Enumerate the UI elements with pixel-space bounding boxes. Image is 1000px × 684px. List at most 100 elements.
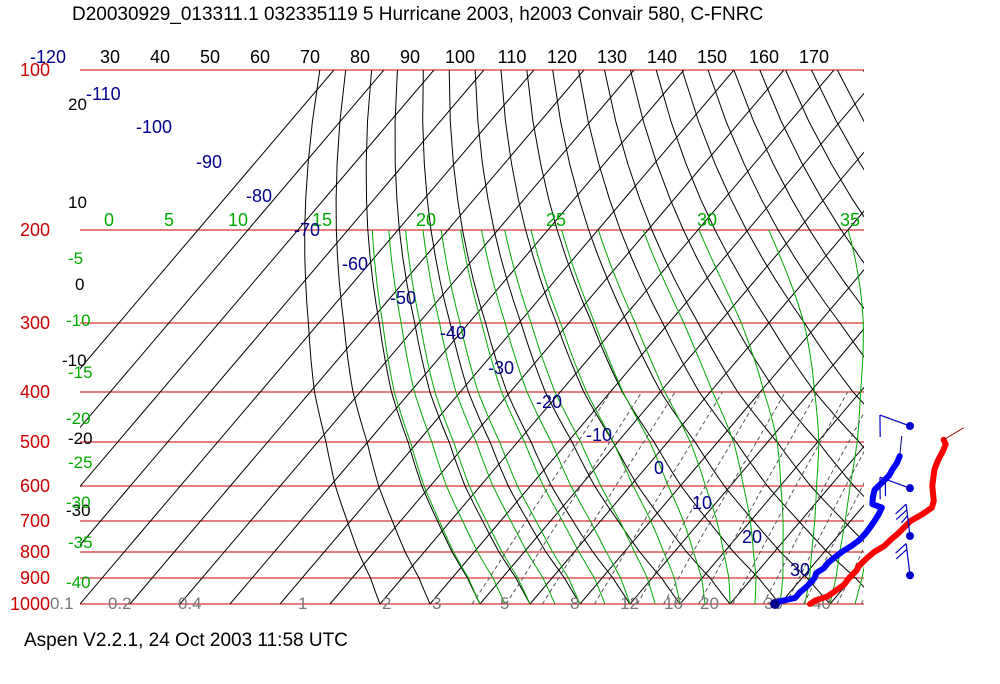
left-temp-label: -10 [62, 351, 87, 370]
top-temp-label: 130 [597, 47, 627, 67]
dry-adiabat-line [474, 70, 681, 604]
isotherm-line [779, 504, 864, 604]
mixing-ratio-line [663, 391, 786, 604]
wind-barb-shaft [879, 476, 911, 489]
pressure-label-800: 800 [20, 542, 50, 562]
moist-adiabat-line [388, 229, 506, 604]
top-temp-label: 170 [799, 47, 829, 67]
dry-adiabat-line [862, 70, 864, 73]
left-temp-label: 20 [68, 95, 87, 114]
isotherm-line [329, 70, 785, 604]
mixing-ratio-label: 5 [500, 594, 509, 613]
dry-adiabat-line [304, 70, 381, 604]
isotherm-line [80, 70, 435, 488]
mixing-ratio-line [732, 391, 849, 604]
wind-barb-shaft [879, 414, 911, 427]
left-green-label: -25 [68, 453, 93, 472]
theta-e-label: 15 [312, 210, 332, 230]
pressure-label-300: 300 [20, 313, 50, 333]
left-green-label: -30 [66, 493, 91, 512]
surface-marker [770, 599, 780, 609]
isotherm-line [279, 70, 735, 604]
dry-adiabat-line [422, 70, 581, 604]
dry-adiabat-line [500, 70, 731, 604]
dewpoint-top-tick [899, 436, 903, 457]
moist-adiabat-line [698, 229, 784, 604]
top-temp-label: 140 [647, 47, 677, 67]
theta-e-label: 25 [546, 210, 566, 230]
dry-adiabat-line [448, 70, 631, 604]
moist-adiabat-line [481, 229, 631, 604]
left-green-label: -40 [66, 573, 91, 592]
top-temp-label: -120 [30, 47, 66, 67]
diagonal-temp-label: -110 [86, 84, 121, 104]
isotherm-line [179, 70, 635, 604]
isotherm-line [729, 445, 864, 604]
diagonal-temp-label: -40 [440, 323, 466, 343]
isotherm-line [829, 563, 864, 604]
pressure-label-700: 700 [20, 511, 50, 531]
moist-adiabat-line [642, 229, 757, 604]
wind-barb-flag [895, 509, 908, 521]
dry-adiabat-line [552, 70, 831, 604]
moist-adiabat-line [530, 229, 681, 604]
top-temp-label: 70 [300, 47, 320, 67]
left-temp-label: -30 [66, 501, 91, 520]
pressure-label-100: 100 [20, 60, 50, 80]
top-temp-label: 150 [697, 47, 727, 67]
isotherm-line [980, 70, 1000, 604]
left-green-label: -20 [66, 409, 91, 428]
top-temp-label: 60 [250, 47, 270, 67]
diagonal-temp-label: -70 [294, 220, 320, 240]
wind-barbs [879, 414, 914, 580]
isotherm-line [930, 70, 1000, 604]
dry-adiabat-line [941, 70, 1000, 604]
moist-adiabat-line [880, 230, 978, 604]
mixing-ratio-line [698, 391, 818, 604]
mixing-ratio-line [593, 391, 723, 604]
moist-adiabat-line [405, 229, 531, 604]
left-green-label: -10 [66, 311, 91, 330]
wind-barb-flag [895, 543, 907, 554]
dry-adiabat-line [578, 70, 864, 588]
mixing-ratio-label: 16 [664, 594, 683, 613]
wind-barb-flag [895, 503, 907, 515]
moist-adiabat-line [440, 229, 581, 604]
temperature-labels: -120 30 40 50 60 70 80 90 100 110 120 130 140 150 160 1… [30, 47, 860, 613]
moist-adiabat-line [422, 229, 556, 604]
left-temp-label: -20 [68, 429, 93, 448]
grid-lines [80, 70, 1000, 604]
diagonal-temp-label: -60 [342, 254, 368, 274]
mixing-ratio-label: 1 [298, 594, 307, 613]
mixing-ratio-label: 0.1 [50, 594, 74, 613]
mixing-ratio-line [505, 391, 643, 604]
mixing-ratio-line [471, 391, 612, 604]
pressure-label-1000: 1000 [10, 594, 50, 614]
isotherm-line [429, 92, 864, 604]
wind-barb-flag [900, 515, 908, 524]
top-temp-label: 40 [150, 47, 170, 67]
isotherm-line [80, 70, 485, 546]
dry-adiabat-line [365, 70, 481, 604]
temperature-trace [807, 436, 949, 607]
mixing-ratio-line [636, 391, 762, 604]
mixing-ratio-label: 12 [620, 594, 639, 613]
dry-adiabat-line [733, 70, 864, 310]
top-temp-label: 120 [547, 47, 577, 67]
diagonal-temp-label: 20 [742, 527, 762, 547]
pressure-label-200: 200 [20, 220, 50, 240]
left-temp-label: 10 [68, 193, 87, 212]
diagonal-temp-label: -50 [390, 288, 416, 308]
dry-adiabat-line [759, 70, 864, 264]
chart-title: D20030929_013311.1 032335119 5 Hurricane… [72, 4, 764, 25]
wind-barb-shaft [905, 504, 911, 537]
dry-adiabat-line [681, 70, 864, 405]
mixing-ratio-line [762, 411, 864, 604]
dry-adiabat-line [335, 70, 431, 604]
theta-e-label: 20 [416, 210, 436, 230]
moist-adiabat-line [561, 229, 706, 604]
moist-adiabat-line [460, 229, 606, 604]
moist-adiabat-line [829, 229, 864, 604]
diagonal-temp-label: -90 [196, 152, 222, 172]
